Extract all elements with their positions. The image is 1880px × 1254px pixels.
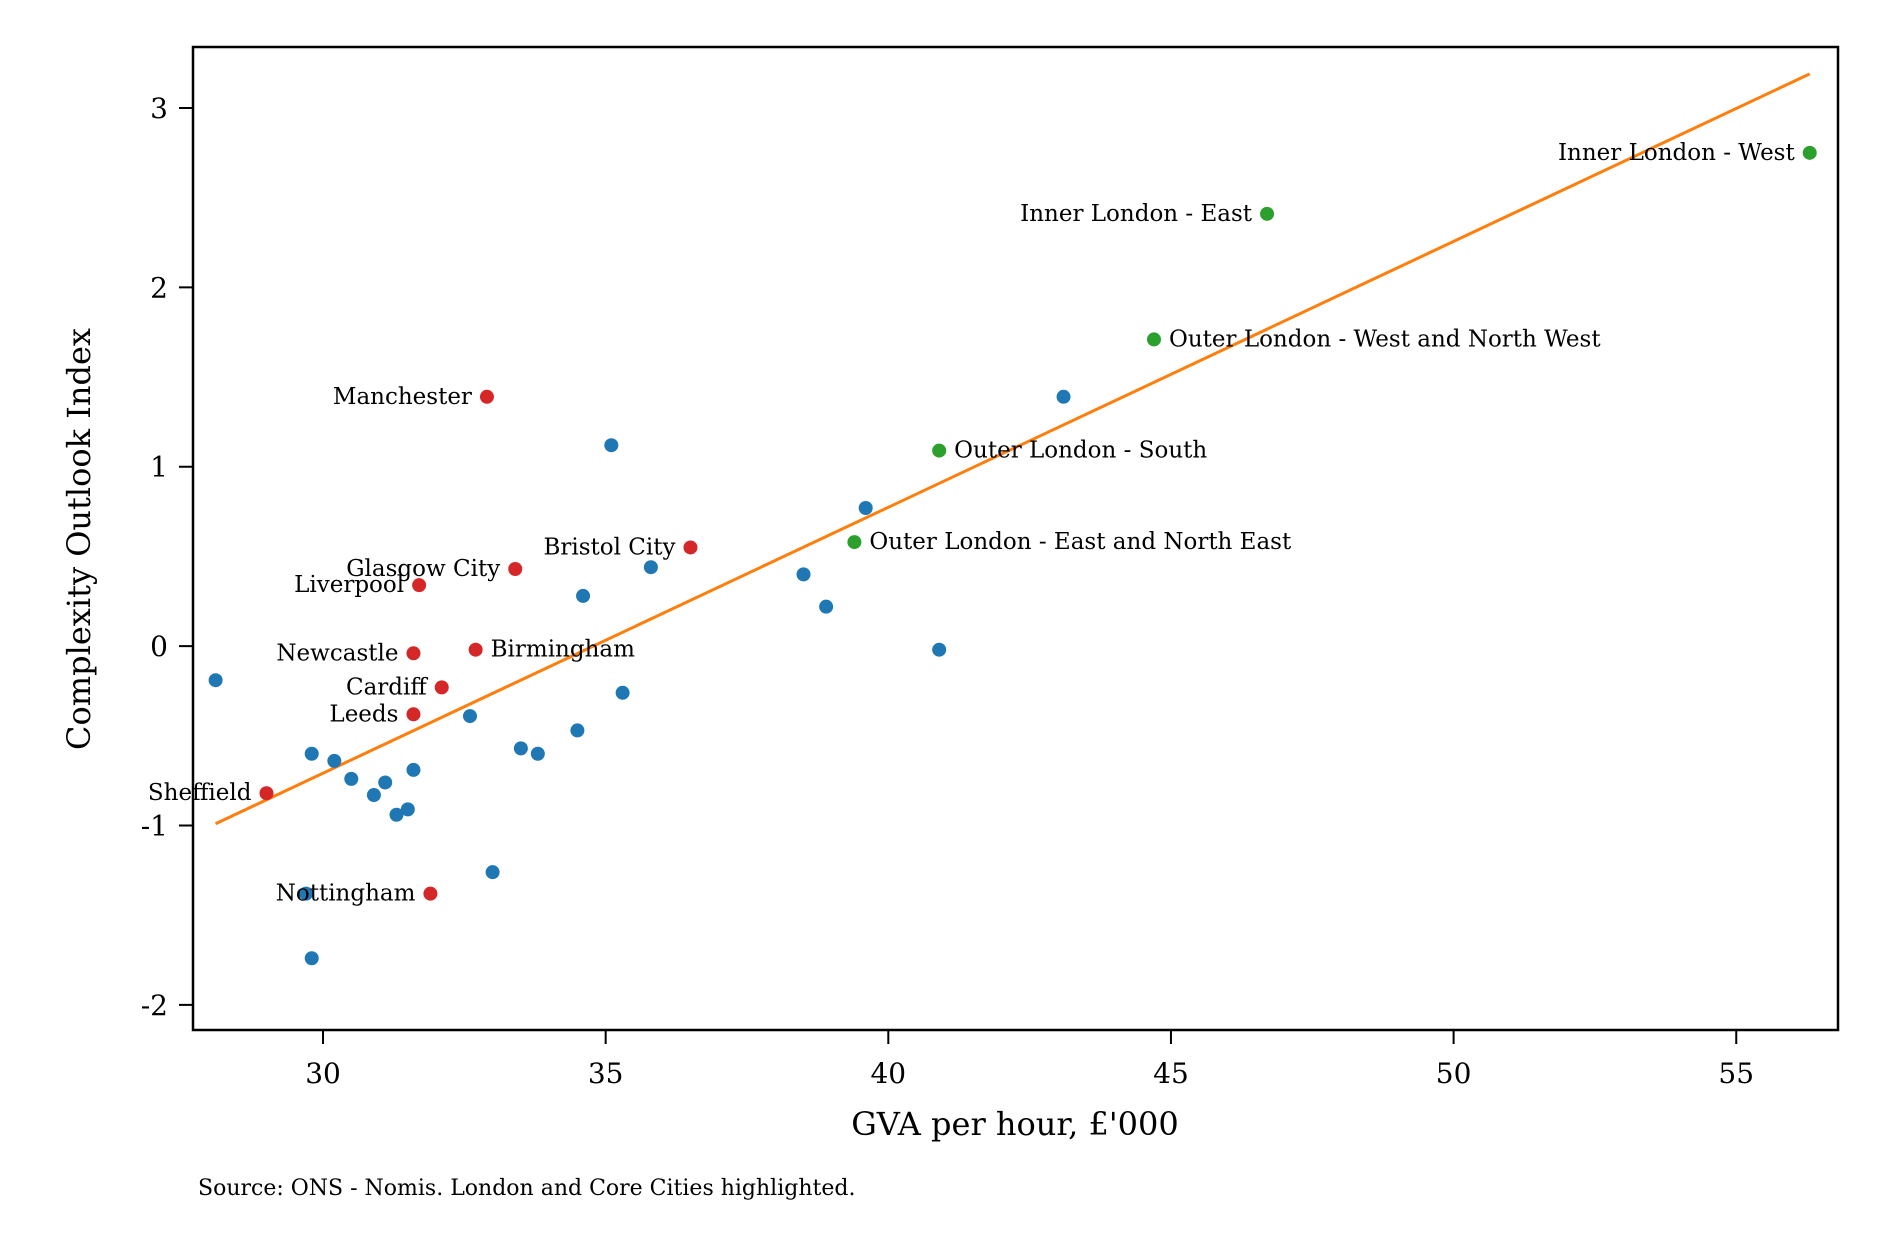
data-point-other [819,599,834,614]
data-point-other [304,951,319,966]
x-tick-label: 30 [305,1057,341,1090]
data-point-other [615,685,630,700]
data-point-other [389,807,404,822]
y-tick-label: -2 [141,989,168,1022]
data-point-london [1260,206,1275,221]
data-point-core_city [508,561,523,576]
y-tick-label: 2 [150,271,168,304]
data-point-other [932,642,947,657]
plot-frame [191,45,1840,1032]
point-label: Bristol City [543,534,675,560]
point-label: Liverpool [294,572,404,598]
data-point-other [304,746,319,761]
data-point-other [400,802,415,817]
data-point-london [847,535,862,550]
point-label: Cardiff [346,674,428,700]
data-point-other [796,567,811,582]
y-tick-label: 1 [150,451,168,484]
x-tick-label: 50 [1436,1057,1472,1090]
point-label: Sheffield [148,780,252,806]
data-point-core_city [412,578,427,593]
data-point-core_city [479,389,494,404]
y-tick-label: 0 [150,630,168,663]
data-point-london [1146,332,1161,347]
point-label: Inner London - East [1020,201,1253,227]
data-point-other [485,865,500,880]
point-label: Outer London - West and North West [1169,326,1601,352]
data-point-london [932,443,947,458]
data-point-core_city [434,680,449,695]
data-point-other [299,886,314,901]
data-point-core_city [406,707,421,722]
data-point-other [858,501,873,516]
data-point-other [513,741,528,756]
point-label: Manchester [333,384,472,410]
x-tick-label: 40 [870,1057,906,1090]
data-point-london [1802,145,1817,160]
data-point-other [406,762,421,777]
data-point-other [327,753,342,768]
data-point-core_city [406,646,421,661]
y-axis: -2 -1 0 1 2 3 [141,92,193,1022]
y-tick-label: 3 [150,92,168,125]
point-label: Nottingham [276,881,416,907]
data-point-other [208,673,223,688]
y-tick-label: -1 [141,810,168,843]
data-point-other [1056,389,1071,404]
x-tick-label: 55 [1718,1057,1754,1090]
x-tick-label: 45 [1153,1057,1189,1090]
data-point-other [344,771,359,786]
point-label: Outer London - East and North East [869,529,1292,555]
point-label: Leeds [329,701,398,727]
x-tick-label: 35 [588,1057,624,1090]
data-point-other [378,775,393,790]
point-labels: Inner London - West Inner London - East Ou… [148,140,1796,907]
fit-line [214,72,1811,826]
data-point-other [462,709,477,724]
data-point-other [643,560,658,575]
data-point-other [570,723,585,738]
data-point-core_city [259,786,274,801]
point-label: Outer London - South [954,438,1207,464]
point-label: Glasgow City [346,556,500,582]
data-point-other [576,588,591,603]
data-point-other [366,788,381,803]
point-label: Newcastle [276,640,398,666]
source-note: Source: ONS - Nomis. London and Core Cit… [198,1176,855,1201]
data-point-core_city [683,540,698,555]
x-axis: 30 35 40 45 50 55 [305,1030,1754,1090]
data-point-core_city [423,886,438,901]
data-point-other [530,746,545,761]
x-axis-title: GVA per hour, £'000 [851,1105,1179,1143]
point-label: Birmingham [491,637,635,663]
data-points [208,145,1817,966]
point-label: Inner London - West [1558,140,1796,166]
y-axis-title: Complexity Outlook Index [60,328,98,750]
data-point-core_city [468,642,483,657]
data-point-other [604,438,619,453]
